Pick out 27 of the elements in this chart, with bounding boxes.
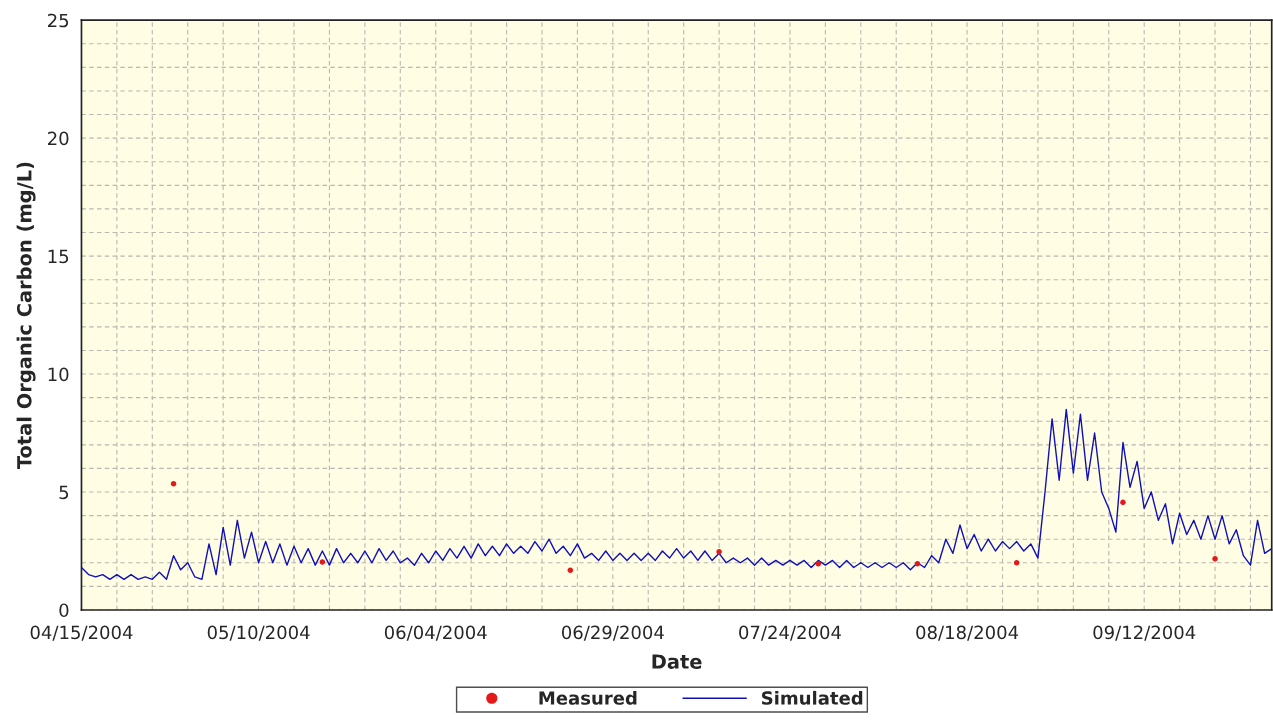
legend-label: Measured xyxy=(539,690,637,705)
x-tick-label: 09/12/2004 xyxy=(1093,625,1196,641)
point xyxy=(1120,499,1126,506)
point xyxy=(170,480,177,487)
y-tick-label: 5 xyxy=(59,485,69,500)
x-axis-title: Date xyxy=(652,654,702,669)
point xyxy=(716,548,722,555)
point xyxy=(319,559,326,565)
x-tick-label: 07/24/2004 xyxy=(739,625,841,641)
x-tick-label: 05/10/2004 xyxy=(207,625,310,641)
y-tick-label: 0 xyxy=(59,603,69,618)
point xyxy=(567,567,574,574)
y-tick-label: 20 xyxy=(48,131,69,146)
x-tick-label: 06/29/2004 xyxy=(561,625,664,641)
y-axis-title: Total Organic Carbon (mg/L) xyxy=(16,162,36,470)
x-tick-label: 08/18/2004 xyxy=(916,625,1019,641)
y-tick-label: 25 xyxy=(48,13,69,28)
point xyxy=(815,560,822,567)
x-tick-label: 06/04/2004 xyxy=(384,625,487,641)
point xyxy=(1013,560,1020,566)
point xyxy=(914,560,921,567)
y-tick-label: 10 xyxy=(48,367,69,382)
legend-label: Simulated xyxy=(761,690,863,705)
point xyxy=(1212,556,1218,562)
line-series xyxy=(81,408,1272,580)
y-tick-label: 15 xyxy=(48,249,69,264)
x-tick-label: 04/15/2004 xyxy=(30,625,133,641)
